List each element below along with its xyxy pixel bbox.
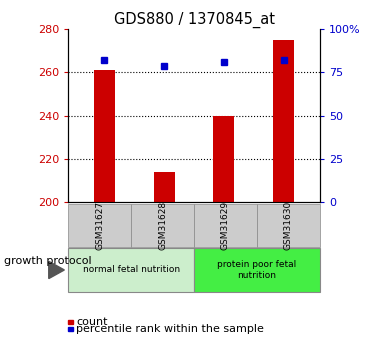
Bar <box>94 70 115 202</box>
Text: count: count <box>76 317 108 327</box>
Text: normal fetal nutrition: normal fetal nutrition <box>83 265 180 275</box>
Bar <box>273 40 294 202</box>
Text: GSM31627: GSM31627 <box>95 200 104 250</box>
Text: GSM31629: GSM31629 <box>221 200 230 250</box>
Text: growth protocol: growth protocol <box>4 256 92 266</box>
Text: GDS880 / 1370845_at: GDS880 / 1370845_at <box>115 12 275 28</box>
Text: protein poor fetal
nutrition: protein poor fetal nutrition <box>217 260 296 280</box>
Bar <box>213 116 234 202</box>
Polygon shape <box>49 262 64 279</box>
Text: GSM31630: GSM31630 <box>284 200 293 250</box>
Text: GSM31628: GSM31628 <box>158 200 167 250</box>
Bar <box>154 171 175 202</box>
Text: percentile rank within the sample: percentile rank within the sample <box>76 324 264 334</box>
